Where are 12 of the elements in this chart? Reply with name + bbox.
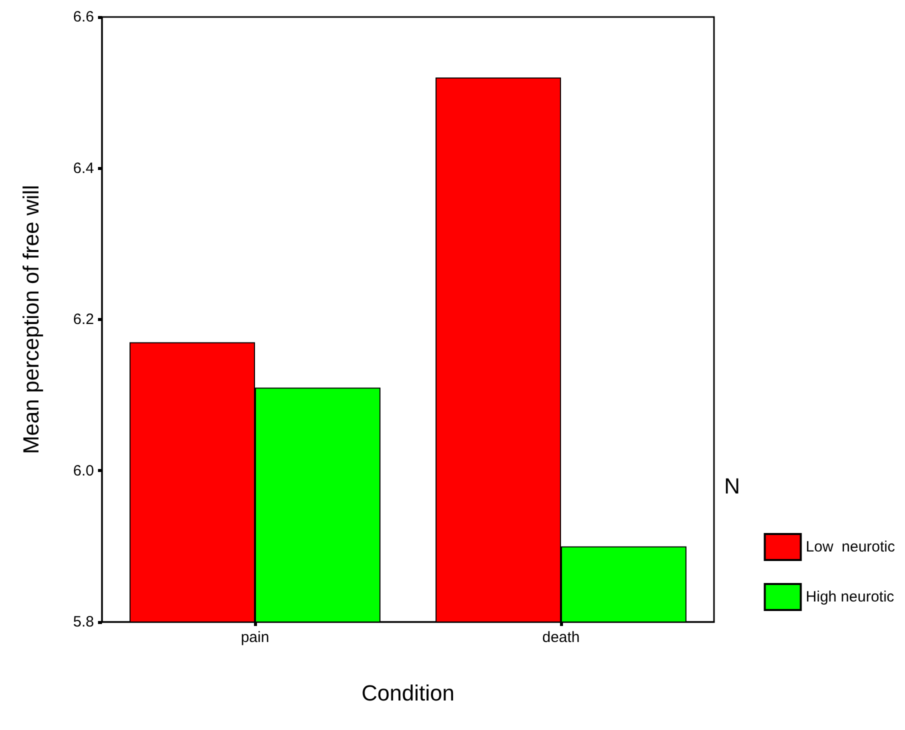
- legend-label: High neurotic: [806, 588, 895, 606]
- y-tick-label: 5.8: [73, 614, 94, 630]
- legend-title: N: [724, 474, 740, 498]
- legend-label: Low neurotic: [806, 538, 896, 556]
- y-tick-label: 6.6: [73, 8, 94, 26]
- y-tick-label: 6.0: [73, 462, 94, 480]
- x-axis-title: Condition: [362, 680, 454, 706]
- y-axis-title: Mean perception of free will: [18, 184, 44, 454]
- x-tick-label: pain: [240, 629, 270, 646]
- y-tick-label: 6.2: [73, 311, 94, 328]
- x-tick-label: death: [542, 629, 580, 646]
- y-tick-label: 6.4: [73, 160, 94, 177]
